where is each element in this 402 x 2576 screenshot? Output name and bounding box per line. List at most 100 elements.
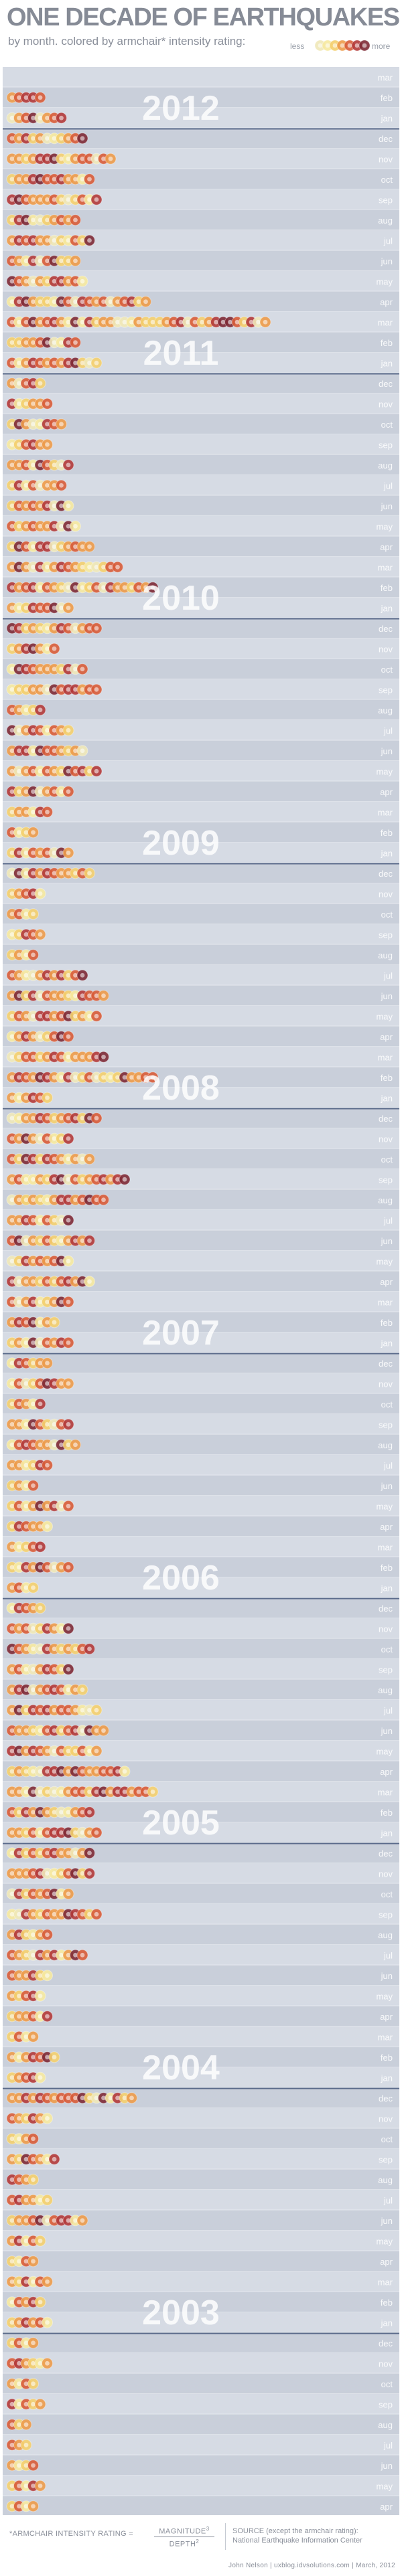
month-row-bg: [3, 2027, 399, 2047]
month-label: aug: [378, 2175, 393, 2185]
month-label: apr: [380, 1032, 393, 1042]
month-label: jan: [381, 2318, 393, 2328]
row-gridline: [3, 1025, 399, 1027]
month-label: jul: [383, 970, 393, 980]
month-label: dec: [379, 1849, 393, 1859]
quake-marker: [62, 602, 74, 614]
month-label: dec: [379, 134, 393, 144]
month-row-bg: [3, 1598, 399, 1618]
row-gridline: [3, 2475, 399, 2476]
row-gridline: [3, 311, 399, 312]
quake-marker: [27, 2337, 39, 2349]
quake-marker: [119, 1173, 131, 1185]
quake-marker: [90, 357, 103, 369]
month-row-bg: [3, 87, 399, 108]
formula-denominator-text: DEPTH: [169, 2540, 196, 2549]
quake-marker: [27, 2031, 39, 2043]
quake-marker: [62, 500, 74, 512]
month-row-bg: [3, 1924, 399, 1945]
month-label: feb: [381, 1808, 393, 1818]
month-label: dec: [379, 379, 393, 389]
month-label: jul: [383, 236, 393, 246]
row-gridline: [3, 393, 399, 394]
quake-marker: [34, 2480, 46, 2492]
quake-marker: [147, 1071, 159, 1084]
quake-marker: [70, 255, 81, 267]
quake-marker: [48, 2153, 60, 2165]
month-label: nov: [379, 154, 393, 164]
quake-marker: [27, 2500, 39, 2512]
month-row-bg: [3, 2271, 399, 2292]
year-divider: [3, 373, 399, 375]
header: ONE DECADE OF EARTHQUAKES by month. colo…: [0, 0, 402, 67]
month-label: may: [376, 276, 393, 286]
month-label: jun: [381, 1236, 393, 1246]
quake-marker: [84, 867, 95, 879]
month-label: apr: [380, 1767, 393, 1777]
month-label: feb: [381, 93, 393, 103]
month-label: oct: [381, 175, 393, 185]
quake-marker: [259, 316, 271, 328]
month-row-bg: [3, 2496, 399, 2515]
footnote-label: *ARMCHAIR INTENSITY RATING =: [9, 2530, 133, 2538]
row-gridline: [3, 2413, 399, 2415]
year-label: 2005: [142, 1804, 220, 1842]
month-label: may: [376, 1501, 393, 1511]
month-label: apr: [380, 297, 393, 307]
month-label: jun: [381, 1481, 393, 1491]
month-label: aug: [378, 1930, 393, 1940]
source-line-2: National Earthquake Information Center: [232, 2537, 362, 2545]
month-label: aug: [378, 950, 393, 960]
month-label: sep: [379, 930, 393, 940]
quake-marker: [48, 2051, 60, 2063]
row-gridline: [3, 2087, 399, 2088]
month-label: jun: [381, 991, 393, 1001]
quake-marker: [62, 1214, 74, 1226]
month-label: apr: [380, 2257, 393, 2267]
quake-marker: [76, 663, 88, 675]
row-gridline: [3, 1005, 399, 1006]
quake-marker: [84, 1867, 95, 1879]
row-gridline: [3, 1495, 399, 1496]
month-label: jul: [383, 1460, 393, 1470]
quake-marker: [34, 928, 46, 940]
quake-marker: [42, 2194, 53, 2206]
row-gridline: [3, 148, 399, 149]
row-gridline: [3, 2454, 399, 2456]
month-label: jul: [383, 2195, 393, 2205]
quake-marker: [70, 1439, 81, 1451]
chart-title: ONE DECADE OF EARTHQUAKES: [7, 3, 400, 31]
month-label: dec: [379, 2338, 393, 2348]
year-divider: [3, 618, 399, 620]
quake-marker: [62, 1296, 74, 1308]
month-label: mar: [378, 562, 393, 572]
quake-marker: [70, 337, 81, 349]
month-label: sep: [379, 1909, 393, 1919]
legend-swatch-1: [314, 39, 326, 52]
row-gridline: [3, 495, 399, 496]
chart-subtitle: by month. colored by armchair* intensity…: [8, 35, 246, 48]
quake-marker: [76, 969, 88, 981]
year-divider: [3, 1842, 399, 1844]
formula-numerator-text: MAGNITUDE: [159, 2527, 206, 2536]
row-gridline: [3, 821, 399, 823]
row-gridline: [3, 801, 399, 802]
quake-marker: [42, 2112, 53, 2124]
month-row-bg: [3, 883, 399, 904]
month-label: dec: [379, 869, 393, 879]
quake-marker: [76, 133, 88, 145]
month-label: feb: [381, 1073, 393, 1083]
month-label: feb: [381, 1318, 393, 1328]
month-label: aug: [378, 1195, 393, 1205]
month-label: jul: [383, 1705, 393, 1715]
month-row-bg: [3, 2353, 399, 2374]
month-label: jan: [381, 603, 393, 613]
quake-marker: [84, 173, 95, 185]
row-gridline: [3, 352, 399, 353]
row-gridline: [3, 1434, 399, 1435]
quake-marker: [42, 1521, 53, 1533]
month-row-bg: [3, 2047, 399, 2067]
row-gridline: [3, 2332, 399, 2333]
month-label: apr: [380, 542, 393, 552]
formula-denominator: DEPTH2: [154, 2537, 214, 2549]
